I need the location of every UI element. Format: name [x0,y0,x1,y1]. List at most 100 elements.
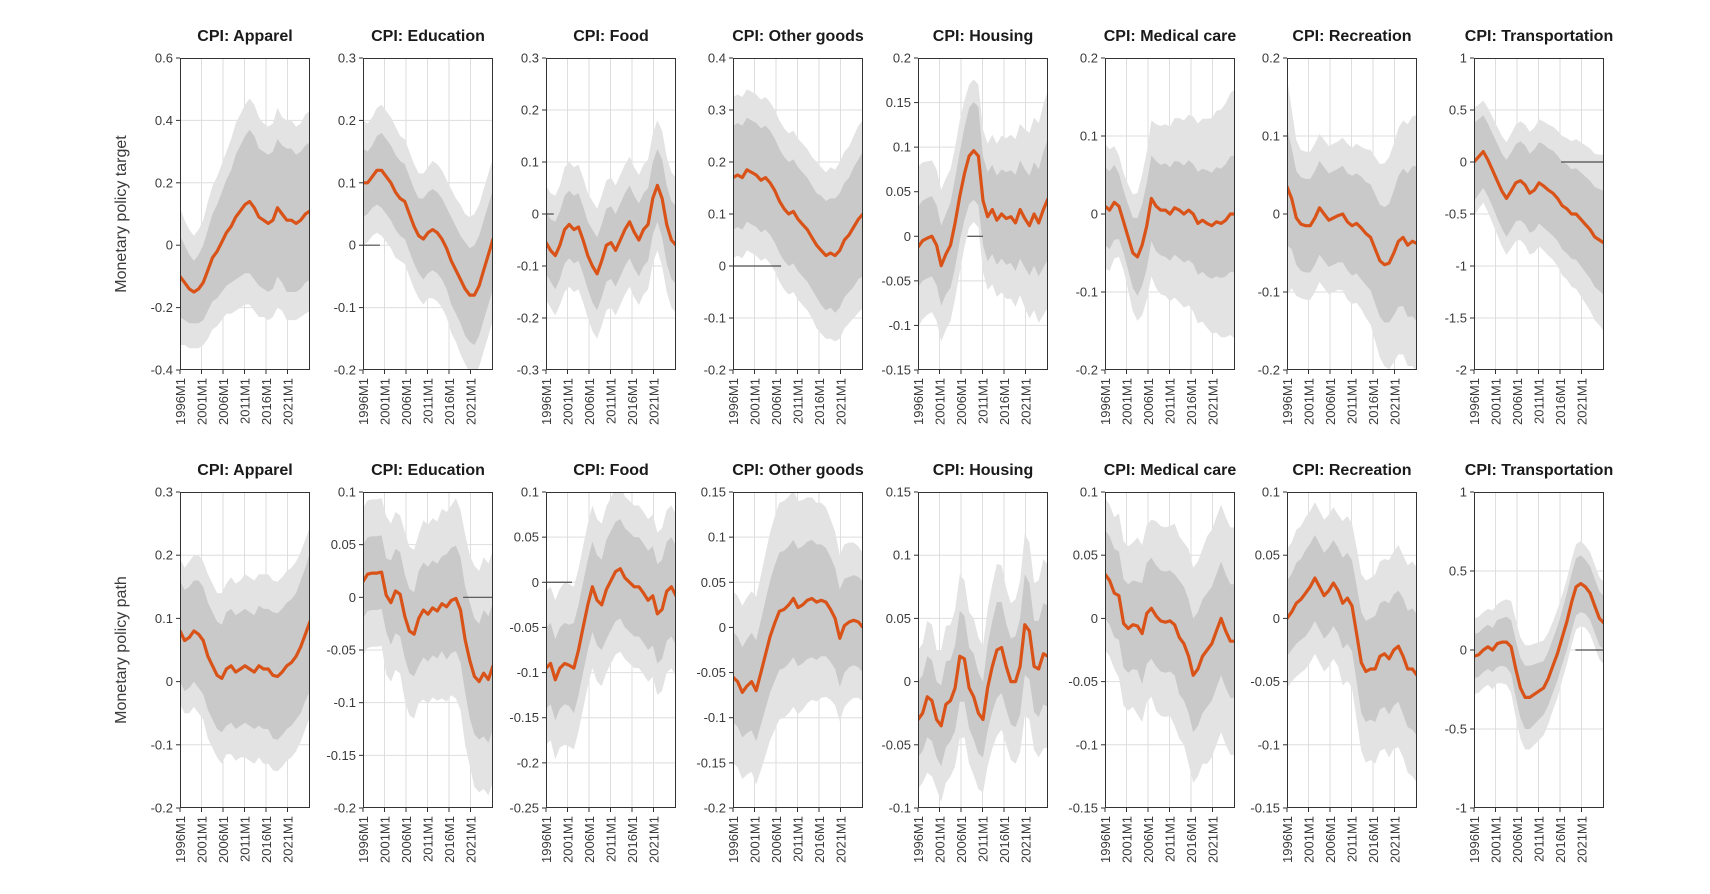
y-tick-label: -0.15 [696,755,726,770]
x-tick-label: 2011M1 [238,378,253,424]
uncertainty-band-inner [180,552,310,740]
y-tick-label: 0 [349,238,356,253]
x-tick-label: 2011M1 [1345,816,1360,862]
x-tick-label: 2011M1 [604,378,619,424]
x-tick-label: 1996M1 [1098,816,1113,863]
x-tick-label: 2001M1 [195,378,210,425]
x-tick-label: 2011M1 [976,378,991,424]
x-tick-label: 2021M1 [1018,378,1033,425]
x-tick-label: 2021M1 [463,378,478,425]
plot-box [918,492,1048,808]
x-tick-label: 2001M1 [1302,378,1317,425]
chart-title: CPI: Education [371,462,485,479]
y-axis-row-label-path: Monetary policy path [113,576,130,724]
y-tick-label: 0.1 [155,611,173,626]
y-tick-label: -1 [1455,259,1467,274]
uncertainty-band-inner [363,535,493,743]
y-tick-label: 0.1 [1262,485,1280,500]
x-tick-label: 1996M1 [539,378,554,425]
chart-title: CPI: Education [371,28,485,45]
y-tick-label: 0 [1460,643,1467,658]
x-tick-label: 2016M1 [625,378,640,425]
x-tick-label: 2011M1 [791,816,806,862]
x-tick-label: 2001M1 [195,816,210,863]
y-tick-label: 0.1 [1080,485,1098,500]
y-tick-label: 0.1 [893,140,911,155]
x-tick-label: 2006M1 [399,378,414,425]
y-tick-label: 1 [1460,51,1467,66]
y-tick-label: 0 [719,620,726,635]
x-tick-label: 1996M1 [1467,378,1482,425]
y-tick-label: -0.1 [1076,737,1098,752]
median-response-line [1105,196,1235,259]
x-tick-label: 1996M1 [356,378,371,425]
y-tick-label: 0.4 [155,113,173,128]
x-tick-label: 2011M1 [1345,378,1360,424]
plot-box [733,492,863,808]
x-tick-label: 2006M1 [1323,378,1338,425]
y-tick-label: -1.5 [1445,311,1467,326]
y-tick-label: -0.05 [881,273,911,288]
x-tick-label: 2016M1 [1366,816,1381,863]
chart-title: CPI: Housing [932,28,1034,45]
uncertainty-band-inner [1105,529,1235,733]
y-tick-label: 0.3 [521,51,539,66]
y-tick-label: -0.15 [509,710,539,725]
x-tick-label: 2016M1 [442,378,457,425]
chart-title: CPI: Other goods [732,28,864,45]
x-tick-label: 2011M1 [1163,378,1178,424]
y-tick-label: 0.3 [155,485,173,500]
y-tick-label: -0.05 [509,620,539,635]
uncertainty-band-inner [918,574,1048,767]
x-tick-label: 2006M1 [1323,816,1338,863]
x-tick-label: 2006M1 [1510,378,1525,425]
y-tick-label: -0.2 [151,801,173,816]
median-response-line [733,596,863,694]
y-tick-label: 0.1 [521,155,539,170]
y-tick-label: 0.15 [886,95,911,110]
plot-box [363,58,493,370]
y-tick-label: -0.1 [151,737,173,752]
x-tick-label: 2021M1 [833,378,848,425]
y-tick-label: -0.2 [334,801,356,816]
x-tick-label: 2011M1 [1163,816,1178,862]
y-tick-label: 0.1 [1080,129,1098,144]
x-tick-label: 2001M1 [1489,816,1504,863]
y-tick-label: -0.5 [1445,207,1467,222]
plot-box [1105,492,1235,808]
y-tick-label: 0 [166,674,173,689]
x-tick-label: 2001M1 [748,816,763,863]
x-tick-label: 2001M1 [1120,378,1135,425]
plot-box [546,58,676,370]
y-tick-label: 0.05 [701,575,726,590]
y-tick-label: 0.05 [1073,548,1098,563]
x-tick-label: 2006M1 [769,816,784,863]
chart-title: CPI: Medical care [1103,462,1237,479]
y-tick-label: 0.2 [1262,51,1280,66]
x-tick-label: 2006M1 [769,378,784,425]
x-tick-label: 1996M1 [1467,816,1482,863]
chart-title: CPI: Transportation [1464,462,1614,479]
y-tick-label: -0.2 [334,363,356,378]
y-tick-label: -0.25 [509,801,539,816]
x-tick-label: 2006M1 [399,816,414,863]
median-response-line [180,199,310,294]
x-tick-label: 2021M1 [1574,378,1589,425]
y-tick-label: 0.1 [338,485,356,500]
x-tick-label: 2021M1 [1205,816,1220,863]
x-tick-label: 2021M1 [1387,816,1402,863]
uncertainty-band-inner [546,519,676,721]
y-tick-label: 0 [904,674,911,689]
y-tick-label: -0.15 [1250,801,1280,816]
chart-title: CPI: Recreation [1292,462,1412,479]
y-tick-label: -0.2 [704,363,726,378]
x-tick-label: 2006M1 [1141,378,1156,425]
uncertainty-band-inner [180,129,310,324]
y-tick-label: 0.2 [708,155,726,170]
